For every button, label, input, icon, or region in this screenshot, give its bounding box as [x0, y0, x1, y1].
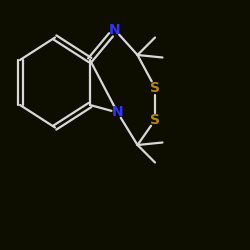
Text: N: N — [109, 23, 121, 37]
Text: N: N — [112, 106, 123, 120]
Text: S: S — [150, 113, 160, 127]
Text: S: S — [150, 80, 160, 94]
